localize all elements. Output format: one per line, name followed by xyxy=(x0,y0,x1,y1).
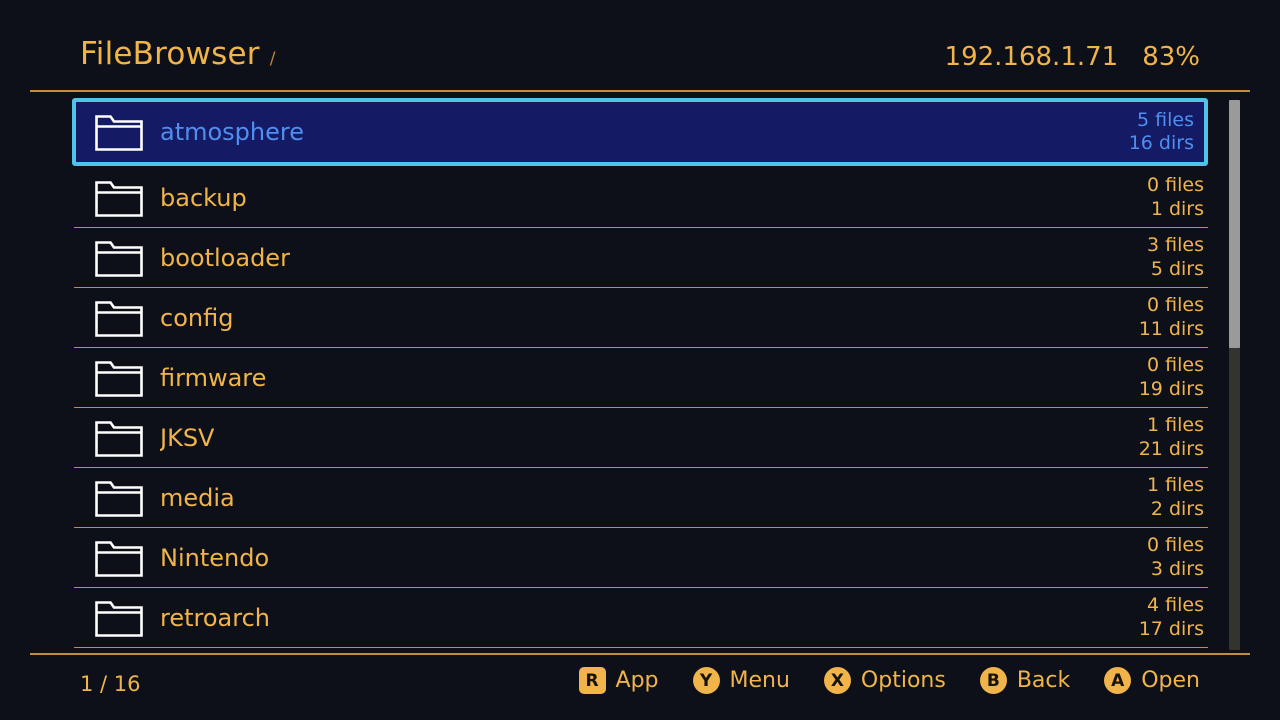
file-row-selected[interactable]: atmosphere 5 files 16 dirs xyxy=(72,98,1208,166)
hint-options[interactable]: X Options xyxy=(823,667,946,694)
file-row[interactable]: bootloader 3 files 5 dirs xyxy=(74,228,1208,288)
file-row-counts: 0 files 1 dirs xyxy=(1147,174,1208,220)
page-indicator: 1 / 16 xyxy=(80,672,141,696)
file-row-counts: 1 files 2 dirs xyxy=(1147,474,1208,520)
ip-address: 192.168.1.71 xyxy=(944,42,1119,72)
hint-label: Options xyxy=(860,668,946,693)
folder-icon xyxy=(94,112,144,152)
title-group: FileBrowser / xyxy=(80,36,275,72)
file-count: 1 files xyxy=(1147,474,1204,497)
hint-label: Back xyxy=(1016,668,1071,693)
file-count: 5 files xyxy=(1137,108,1194,131)
hint-label: App xyxy=(615,668,659,693)
file-row-counts: 4 files 17 dirs xyxy=(1139,594,1208,640)
dir-count: 3 dirs xyxy=(1150,557,1204,580)
file-row[interactable]: Nintendo 0 files 3 dirs xyxy=(74,528,1208,588)
file-count: 0 files xyxy=(1147,354,1204,377)
file-row[interactable]: JKSV 1 files 21 dirs xyxy=(74,408,1208,468)
folder-icon xyxy=(94,538,144,578)
folder-icon xyxy=(94,358,144,398)
file-list-viewport[interactable]: atmosphere 5 files 16 dirs backup 0 files 1 d… xyxy=(0,96,1280,653)
folder-icon xyxy=(94,178,144,218)
hint-app[interactable]: R App xyxy=(578,667,659,694)
file-row[interactable]: config 0 files 11 dirs xyxy=(74,288,1208,348)
file-row[interactable]: backup 0 files 1 dirs xyxy=(74,168,1208,228)
dir-count: 11 dirs xyxy=(1138,317,1204,340)
file-count: 0 files xyxy=(1147,294,1204,317)
dir-count: 19 dirs xyxy=(1138,377,1204,400)
file-row-name: media xyxy=(160,483,235,512)
file-row-name: backup xyxy=(160,183,247,212)
file-row-name: JKSV xyxy=(160,423,215,452)
hint-open[interactable]: A Open xyxy=(1104,667,1200,694)
file-row-counts: 0 files 3 dirs xyxy=(1147,534,1208,580)
battery-percent: 83% xyxy=(1142,42,1200,72)
scrollbar-thumb[interactable] xyxy=(1229,100,1240,348)
file-row[interactable]: retroarch 4 files 17 dirs xyxy=(74,588,1208,648)
button-badge-b-icon: B xyxy=(979,667,1007,694)
status-group: 192.168.1.71 83% xyxy=(945,42,1200,72)
footer-divider xyxy=(30,653,1250,655)
scrollbar-track[interactable] xyxy=(1229,100,1240,650)
file-row-name: Nintendo xyxy=(160,543,270,572)
file-row-counts: 0 files 11 dirs xyxy=(1139,294,1208,340)
file-list: atmosphere 5 files 16 dirs backup 0 files 1 d… xyxy=(0,96,1280,648)
file-row-name: retroarch xyxy=(160,603,270,632)
hint-label: Open xyxy=(1141,668,1200,693)
button-badge-y-icon: Y xyxy=(692,667,720,694)
file-row-counts: 1 files 21 dirs xyxy=(1139,414,1208,460)
file-row-name: atmosphere xyxy=(160,118,304,146)
folder-icon xyxy=(94,298,144,338)
file-row-name: config xyxy=(160,303,234,332)
file-row-counts: 0 files 19 dirs xyxy=(1139,354,1208,400)
button-badge-x-icon: X xyxy=(823,667,851,694)
file-count: 1 files xyxy=(1147,414,1204,437)
dir-count: 17 dirs xyxy=(1138,617,1204,640)
dir-count: 5 dirs xyxy=(1150,257,1204,280)
file-count: 0 files xyxy=(1147,534,1204,557)
button-hint-bar: R App Y Menu X Options B Back A Open xyxy=(578,667,1200,694)
file-row-counts: 5 files 16 dirs xyxy=(1129,109,1204,155)
file-row-counts: 3 files 5 dirs xyxy=(1147,234,1208,280)
file-row[interactable]: firmware 0 files 19 dirs xyxy=(74,348,1208,408)
file-row-name: bootloader xyxy=(160,243,290,272)
file-count: 4 files xyxy=(1147,594,1204,617)
button-badge-r-icon: R xyxy=(578,667,606,694)
file-row[interactable]: media 1 files 2 dirs xyxy=(74,468,1208,528)
dir-count: 2 dirs xyxy=(1150,497,1204,520)
folder-icon xyxy=(94,238,144,278)
header-divider xyxy=(30,90,1250,92)
hint-back[interactable]: B Back xyxy=(979,667,1071,694)
file-count: 0 files xyxy=(1147,174,1204,197)
hint-label: Menu xyxy=(729,668,790,693)
dir-count: 16 dirs xyxy=(1128,132,1194,154)
app-title: FileBrowser xyxy=(80,36,260,72)
button-badge-a-icon: A xyxy=(1104,667,1132,694)
folder-icon xyxy=(94,598,144,638)
hint-menu[interactable]: Y Menu xyxy=(692,667,790,694)
file-row-name: firmware xyxy=(160,363,267,392)
footer-bar: 1 / 16 R App Y Menu X Options B Back A Open xyxy=(0,655,1280,720)
header-bar: FileBrowser / 192.168.1.71 83% xyxy=(0,0,1280,92)
folder-icon xyxy=(94,478,144,518)
dir-count: 21 dirs xyxy=(1138,437,1204,460)
folder-icon xyxy=(94,418,144,458)
breadcrumb: / xyxy=(269,49,276,69)
dir-count: 1 dirs xyxy=(1150,197,1204,220)
file-count: 3 files xyxy=(1147,234,1204,257)
